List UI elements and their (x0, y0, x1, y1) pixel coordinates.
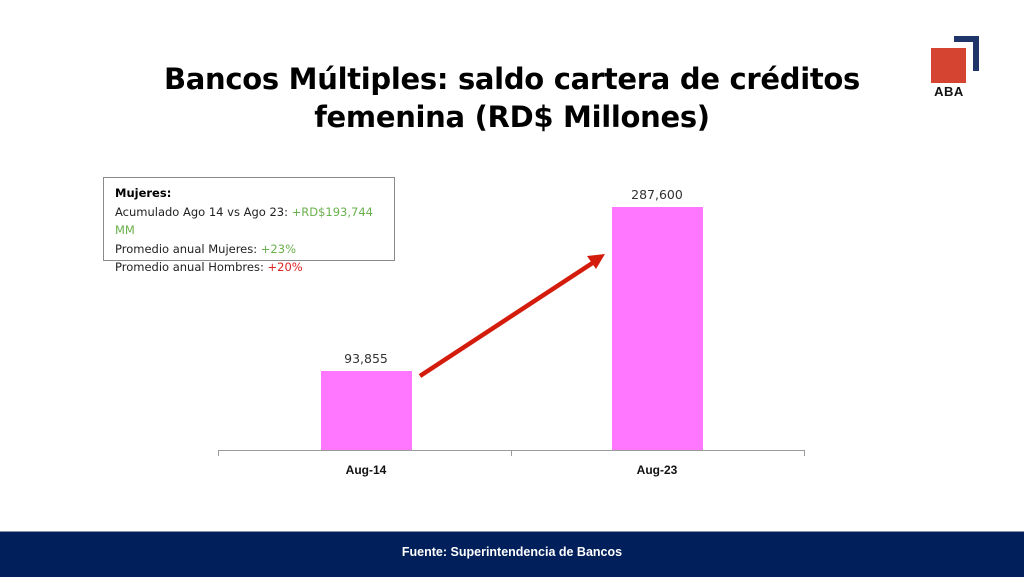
logo-navy-bracket-icon-vertical (973, 36, 979, 71)
logo-red-square-icon (931, 48, 966, 83)
summary-value: +RD$193,744 MM (115, 204, 373, 238)
summary-heading: Mujeres: (115, 186, 172, 200)
bar-aug23 (612, 207, 703, 450)
logo-text: ABA (934, 84, 964, 99)
source-text: Fuente: Superintendencia de Bancos (401, 545, 623, 559)
chart-title-line1: Bancos Múltiples: saldo cartera de crédi… (163, 62, 860, 96)
summary-row-women-avg: Promedio anual Mujeres: +23% (115, 240, 394, 259)
x-axis-label-aug23: Aug-23 (636, 463, 678, 477)
x-axis-tick (804, 450, 805, 456)
chart-title: Bancos Múltiples: saldo cartera de crédi… (0, 60, 1024, 136)
summary-box: Mujeres: Acumulado Ago 14 vs Ago 23: +RD… (103, 177, 395, 274)
chart-title-line2: femenina (RD$ Millones) (314, 100, 710, 134)
summary-label: Promedio anual Hombres: (115, 260, 268, 274)
x-axis-tick (511, 450, 512, 456)
summary-label: Promedio anual Mujeres: (115, 241, 261, 256)
bar-value-label-aug14: 93,855 (344, 351, 388, 366)
logo-navy-bracket-icon (954, 36, 979, 42)
summary-value: +23% (260, 241, 296, 256)
summary-row-men-avg: Promedio anual Hombres: +20% (115, 258, 394, 277)
x-axis-tick (218, 450, 219, 456)
summary-value: +20% (267, 260, 303, 274)
aba-logo: ABA (930, 36, 980, 102)
summary-row-accumulated: Acumulado Ago 14 vs Ago 23: +RD$193,744 … (115, 203, 394, 240)
bar-value-label-aug23: 287,600 (631, 187, 683, 202)
x-axis-label-aug14: Aug-14 (345, 463, 387, 477)
bar-aug14 (321, 371, 412, 450)
summary-label: Acumulado Ago 14 vs Ago 23: (115, 204, 292, 219)
footer-bar: Fuente: Superintendencia de Bancos (0, 531, 1024, 577)
